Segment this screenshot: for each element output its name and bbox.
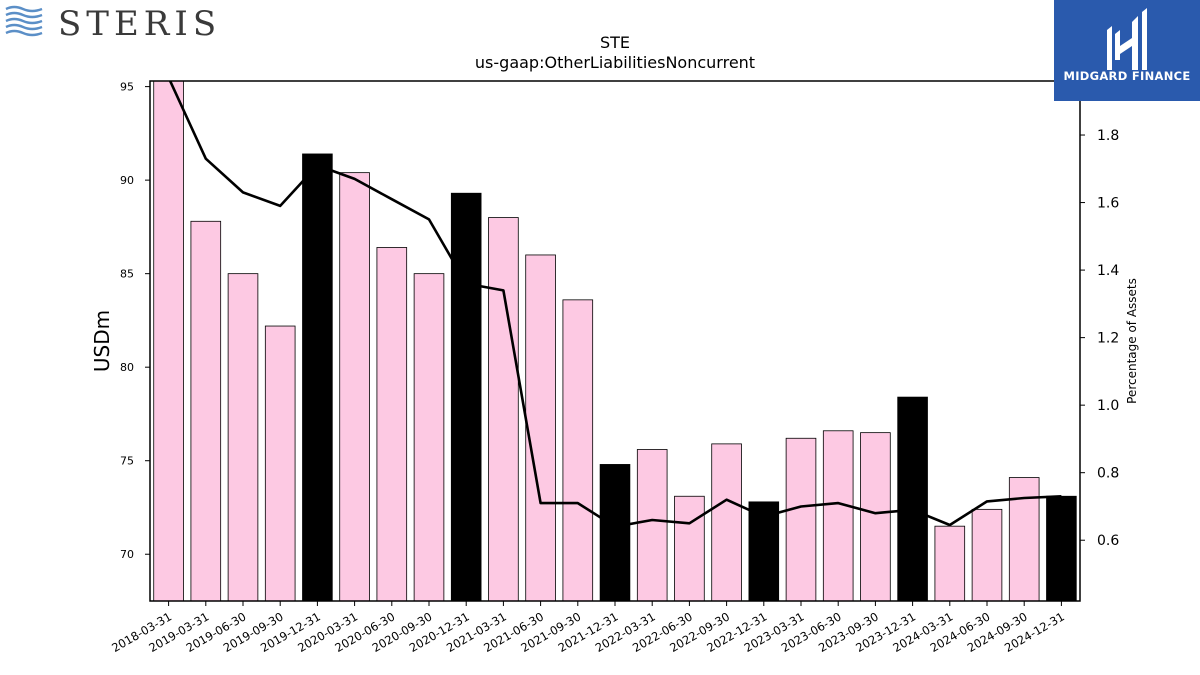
- bar-2022-12-31: [748, 501, 780, 601]
- bar-2024-09-30: [1008, 477, 1040, 601]
- bar-2022-06-30: [674, 495, 705, 601]
- bar-2019-09-30: [264, 325, 296, 601]
- bar-2021-12-31: [599, 464, 631, 601]
- bar-2021-09-30: [562, 299, 594, 601]
- bar-2019-06-30: [227, 273, 259, 601]
- bar-2024-06-30: [971, 508, 1003, 601]
- bar-2024-12-31: [1046, 495, 1077, 601]
- steris-wordmark: STERIS: [58, 4, 222, 44]
- chart-subtitle: us-gaap:OtherLiabilitiesNoncurrent: [474, 53, 756, 72]
- bar-2023-06-30: [822, 430, 854, 601]
- bar-2020-06-30: [376, 247, 408, 601]
- y-tick-label-95: 95: [120, 81, 134, 94]
- chart-title: STE: [599, 33, 631, 52]
- y2-tick-label-0.8: 0.8: [1097, 466, 1119, 482]
- bar-2022-09-30: [711, 443, 742, 601]
- wave-logo-icon: [5, 5, 43, 37]
- midgard-emblem-icon: [1107, 8, 1147, 70]
- y-tick-label-75: 75: [120, 455, 134, 468]
- bar-2021-06-30: [525, 254, 556, 601]
- y2-tick-label-0.6: 0.6: [1097, 533, 1119, 549]
- steris-logo: STERIS: [4, 4, 216, 42]
- bar-2018-03-31: [153, 81, 184, 601]
- line-layer: [168, 81, 1062, 529]
- y-axis-label: USDm: [90, 310, 114, 372]
- bar-2023-12-31: [897, 396, 928, 601]
- y-tick-label-70: 70: [120, 548, 134, 561]
- y-tick-label-85: 85: [120, 268, 134, 281]
- bar-2020-03-31: [339, 172, 370, 601]
- bar-2022-03-31: [636, 449, 668, 601]
- bar-2020-12-31: [450, 192, 482, 601]
- y-tick-label-80: 80: [120, 361, 134, 374]
- bar-2019-12-31: [302, 153, 333, 601]
- y2-tick-label-1.4: 1.4: [1097, 263, 1119, 279]
- percentage-line: [168, 81, 1062, 529]
- bar-2020-09-30: [413, 273, 445, 601]
- bar-2024-03-31: [934, 525, 966, 601]
- midgard-wordmark: MIDGARD FINANCE: [1063, 69, 1191, 83]
- bar-2023-09-30: [860, 432, 891, 601]
- y2-axis-label: Percentage of Assets: [1125, 278, 1139, 404]
- bar-2023-03-31: [785, 437, 817, 601]
- y2-tick-label-1.2: 1.2: [1097, 331, 1119, 347]
- y2-tick-label-1: 1.0: [1097, 398, 1119, 414]
- y2-tick-label-1.8: 1.8: [1097, 128, 1119, 144]
- bars-layer: [153, 81, 1077, 601]
- bar-2021-03-31: [488, 217, 519, 601]
- y-tick-label-90: 90: [120, 174, 134, 187]
- y2-tick-label-1.6: 1.6: [1097, 196, 1119, 212]
- bar-2019-03-31: [190, 220, 222, 601]
- midgard-finance-logo: MIDGARD FINANCE: [1054, 0, 1200, 101]
